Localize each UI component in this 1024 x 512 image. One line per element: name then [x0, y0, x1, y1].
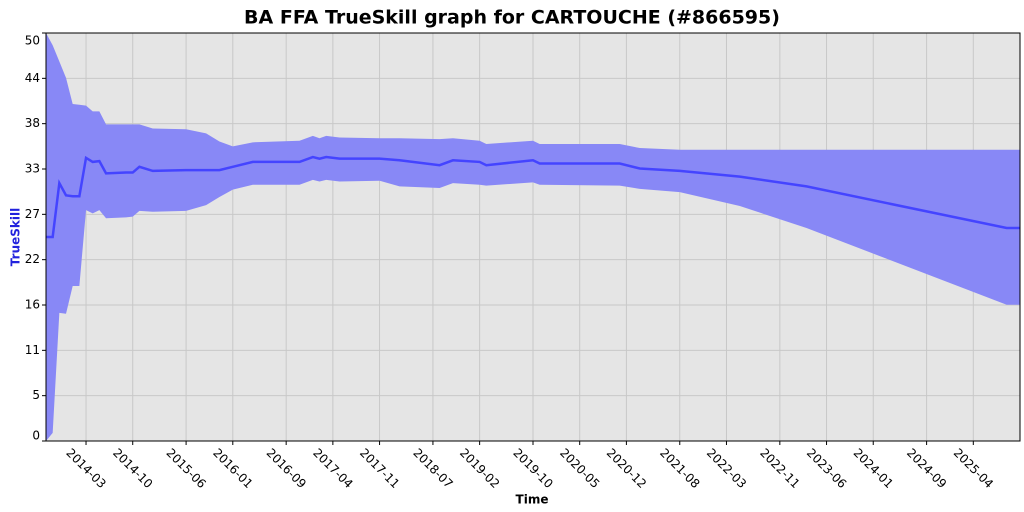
x-tick-label: 2025-04: [951, 446, 996, 491]
x-tick-label: 2021-08: [657, 446, 702, 491]
x-tick-label: 2014-03: [63, 446, 108, 491]
x-tick-label: 2024-09: [904, 446, 949, 491]
y-tick-label: 16: [25, 297, 40, 311]
y-tick-label: 22: [25, 252, 40, 266]
x-tick-label: 2016-01: [210, 446, 255, 491]
x-tick-label: 2017-11: [357, 446, 402, 491]
x-tick-label: 2020-12: [604, 446, 649, 491]
x-axis-label: Time: [516, 493, 549, 507]
x-tick-label: 2022-03: [704, 446, 749, 491]
x-tick-label: 2014-10: [110, 446, 155, 491]
y-tick-label: 50: [25, 34, 40, 48]
series-line: [46, 155, 1020, 239]
x-tick-label: 2023-06: [804, 446, 849, 491]
y-tick-label: 33: [25, 162, 40, 176]
plot-border: [45, 32, 1021, 442]
x-tick-label: 2017-04: [310, 446, 355, 491]
y-tick-label: 44: [25, 71, 40, 85]
x-tick-label: 2020-05: [557, 446, 602, 491]
chart-title: BA FFA TrueSkill graph for CARTOUCHE (#8…: [244, 7, 780, 29]
x-tick-label: 2022-11: [757, 446, 802, 491]
y-tick-label: 11: [25, 343, 40, 357]
y-tick-label: 0: [32, 429, 40, 443]
y-tick-label: 38: [25, 116, 40, 130]
y-tick-label: 5: [32, 388, 40, 402]
x-tick-label: 2024-01: [851, 446, 896, 491]
x-tick-label: 2015-06: [163, 446, 208, 491]
x-tick-label: 2019-10: [510, 446, 555, 491]
x-tick-label: 2019-02: [457, 446, 502, 491]
x-tick-label: 2016-09: [264, 446, 309, 491]
x-tick-label: 2018-07: [410, 446, 455, 491]
y-tick-label: 27: [25, 207, 40, 221]
y-axis-label: TrueSkill: [9, 208, 23, 266]
